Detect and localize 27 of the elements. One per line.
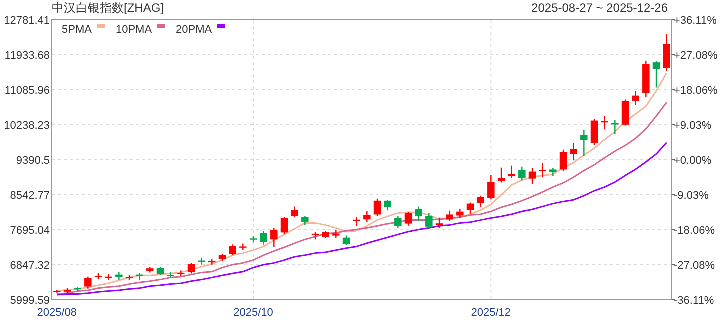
y-tick-label: 8542.77: [10, 190, 50, 202]
y-tick-label: 11085.96: [4, 85, 50, 97]
y-tick-label: 12781.41: [4, 15, 50, 27]
line-series: [56, 142, 668, 296]
y2-tick-label: +0.00%: [674, 155, 712, 167]
y2-tick-label: +27.08%: [674, 50, 718, 62]
y-tick-label: 5999.59: [10, 295, 50, 307]
legend-label: 10PMA: [116, 24, 153, 36]
y2-tick-label: -18.06%: [674, 225, 716, 238]
x-tick-label: 2025/10: [234, 307, 274, 319]
x-tick-label: 2025/12: [471, 307, 512, 319]
y2-tick-label: -9.03%: [674, 190, 710, 202]
legend-label: 20PMA: [176, 24, 213, 36]
y2-tick-label: +18.06%: [674, 84, 718, 97]
x-tick-label: 2025/08: [37, 307, 78, 319]
y2-tick-label: -27.08%: [674, 260, 716, 272]
legend-label: 5PMA: [62, 24, 93, 36]
y-tick-label: 9390.5: [16, 155, 50, 167]
y-tick-label: 7695.04: [10, 225, 50, 237]
y-tick-label: 11933.68: [4, 50, 50, 62]
y2-tick-label: -36.11%: [674, 295, 714, 307]
chart-subtitle: 2025-08-27 ~ 2025-12-26: [532, 1, 668, 15]
y2-tick-label: +36.11%: [674, 15, 718, 27]
y-tick-label: 6847.32: [10, 260, 50, 272]
y-tick-label: 10238.23: [4, 120, 50, 132]
chart-title: 中汉白银指数[ZHAG]: [52, 1, 164, 15]
y2-tick-label: +9.03%: [674, 120, 712, 132]
